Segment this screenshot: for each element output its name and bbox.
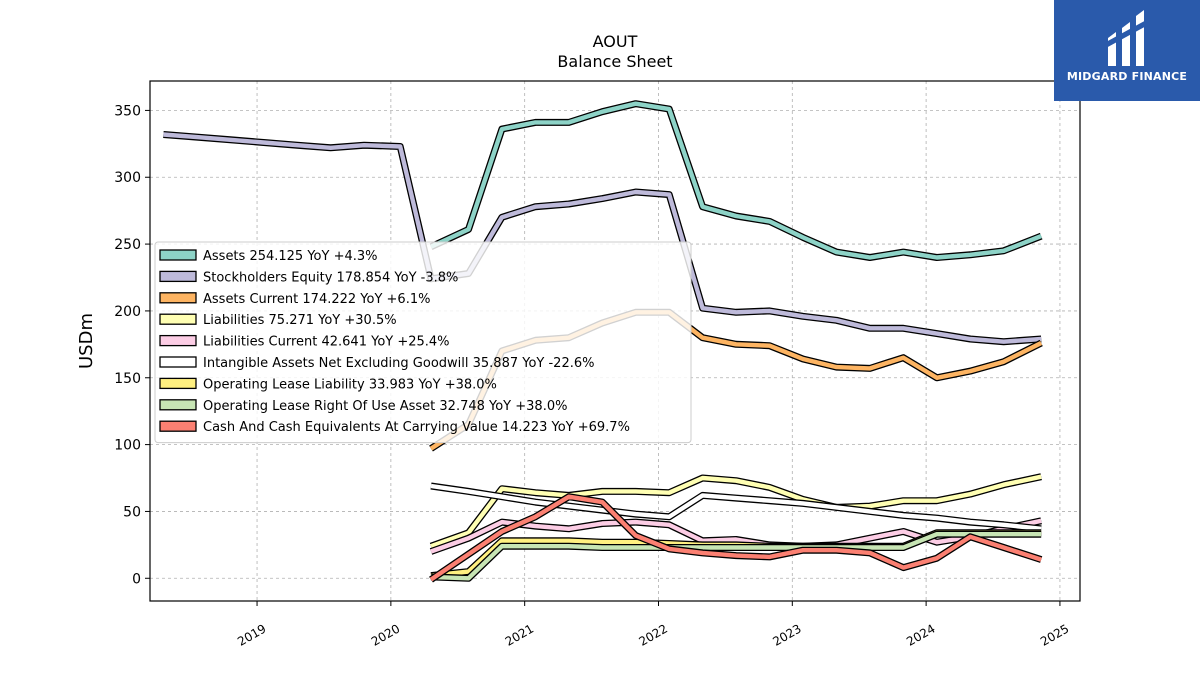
legend-swatch [159, 399, 197, 411]
legend-swatch [159, 377, 197, 390]
series-line [430, 101, 1043, 260]
legend-label: Assets 254.125 YoY +4.3% [203, 249, 378, 264]
legend-swatch [159, 313, 197, 325]
y-axis-label: USDm [76, 313, 97, 369]
legend-label: Liabilities Current 42.641 YoY +25.4% [203, 335, 450, 350]
series-line [430, 518, 1042, 554]
legend-label: Operating Lease Liability 33.983 YoY +38… [203, 377, 497, 392]
logo-text: MIDGARD FINANCE [1066, 70, 1188, 83]
series-line [430, 483, 1042, 531]
series-line [163, 132, 1042, 344]
plot-frame [149, 80, 1081, 602]
logo-mark-icon [1106, 10, 1150, 66]
y-tick-label: 300 [114, 170, 141, 186]
x-tick-label: 2022 [637, 621, 670, 648]
x-tick-label: 2023 [770, 621, 803, 648]
x-tick-label: 2021 [503, 621, 536, 648]
chart-title: AOUT [593, 32, 638, 51]
chart-subtitle: Balance Sheet [557, 52, 672, 71]
legend-label: Assets Current 174.222 YoY +6.1% [203, 292, 430, 307]
legend: Assets 254.125 YoY +4.3% Stockholders Equ… [154, 241, 692, 444]
midgard-finance-logo: MIDGARD FINANCE [1054, 0, 1200, 101]
legend-swatch [159, 356, 197, 368]
y-tick-label: 200 [114, 304, 141, 320]
legend-label: Cash And Cash Equivalents At Carrying Va… [203, 420, 630, 435]
x-tick-label: 2019 [235, 621, 268, 648]
legend-swatch [159, 292, 197, 304]
y-tick-label: 0 [132, 571, 141, 587]
y-tick-label: 250 [114, 237, 141, 253]
series-line [429, 494, 1042, 582]
legend-swatch [159, 249, 197, 261]
legend-label: Liabilities 75.271 YoY +30.5% [203, 313, 397, 328]
series-line [430, 474, 1042, 549]
legend-label: Stockholders Equity 178.854 YoY -3.8% [203, 270, 458, 285]
legend-label: Intangible Assets Net Excluding Goodwill… [203, 356, 594, 371]
legend-swatch [159, 420, 197, 432]
legend-label: Operating Lease Right Of Use Asset 32.74… [203, 399, 567, 414]
x-tick-label: 2025 [1038, 621, 1071, 648]
x-tick-label: 2024 [904, 621, 937, 648]
legend-swatch [159, 334, 197, 347]
series-line [430, 532, 1042, 581]
x-tick-label: 2020 [369, 621, 402, 648]
y-tick-label: 150 [114, 371, 141, 387]
y-tick-label: 50 [123, 504, 141, 520]
y-tick-label: 100 [114, 438, 141, 454]
legend-swatch [159, 270, 197, 283]
y-tick-label: 350 [114, 103, 141, 119]
legend-box [154, 241, 692, 444]
